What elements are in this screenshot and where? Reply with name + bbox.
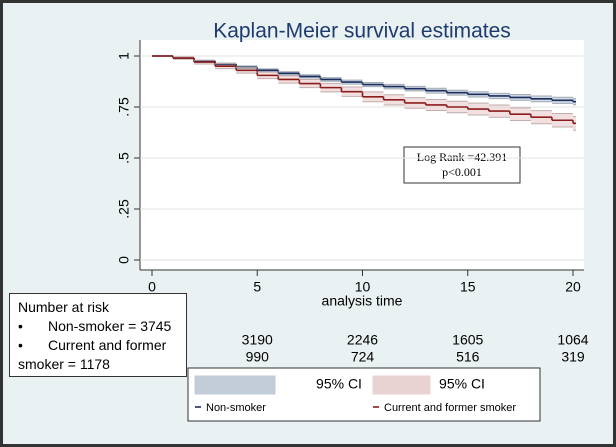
y-tick-label: .75 bbox=[116, 97, 132, 117]
at-risk-value: 2246 bbox=[347, 332, 378, 348]
at-risk-box: Number at risk • Non-smoker = 3745 • Curre… bbox=[9, 293, 187, 377]
plot bbox=[140, 55, 584, 261]
legend-label: Non-smoker bbox=[206, 402, 266, 414]
annotation-box bbox=[403, 146, 521, 184]
legend-label: Current and former smoker bbox=[384, 402, 516, 414]
legend-swatch bbox=[372, 375, 431, 395]
x-tick-label: 0 bbox=[148, 279, 156, 295]
at-risk-value: 1064 bbox=[557, 332, 588, 348]
at-risk-value: 990 bbox=[246, 349, 270, 365]
at-risk-value: 1605 bbox=[452, 332, 483, 348]
at-risk-item: • Current and former smoker = 1178 bbox=[18, 337, 167, 372]
at-risk-value: 319 bbox=[561, 349, 585, 365]
x-tick-label: 15 bbox=[460, 279, 476, 295]
at-risk-label: Current and former smoker = 1178 bbox=[18, 337, 167, 372]
legend-label: 95% CI bbox=[316, 376, 362, 392]
legend-label: 95% CI bbox=[439, 376, 485, 392]
at-risk-title: Number at risk bbox=[18, 299, 110, 315]
y-tick-label: .5 bbox=[116, 152, 132, 164]
x-tick-label: 20 bbox=[565, 279, 581, 295]
x-tick-label: 10 bbox=[355, 279, 371, 295]
at-risk-item: • Non-smoker = 3745 bbox=[18, 318, 172, 334]
legend-swatch bbox=[194, 375, 276, 395]
x-tick-label: 5 bbox=[253, 279, 261, 295]
y-tick-label: 1 bbox=[116, 52, 132, 60]
y-tick-label: .25 bbox=[116, 199, 132, 219]
y-tick-label: 0 bbox=[116, 256, 132, 264]
annotation: Log Rank =42.391 bbox=[417, 150, 507, 164]
chart-title: Kaplan-Meier survival estimates bbox=[213, 20, 511, 43]
annotation: p<0.001 bbox=[442, 165, 482, 179]
at-risk-value: 516 bbox=[456, 349, 480, 365]
at-risk-label: Non-smoker = 3745 bbox=[48, 318, 172, 334]
at-risk-value: 3190 bbox=[242, 332, 273, 348]
at-risk-value: 724 bbox=[351, 349, 375, 365]
x-axis-label: analysis time bbox=[322, 293, 403, 309]
